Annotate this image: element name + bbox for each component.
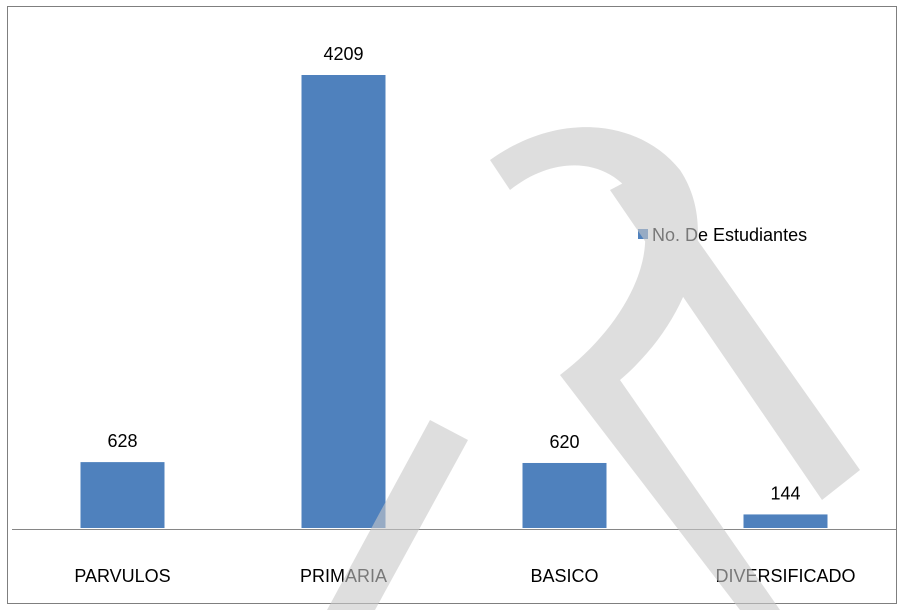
data-label-diversificado: 144 xyxy=(770,483,800,503)
watermark-graphic xyxy=(327,127,860,610)
bar-diversificado xyxy=(743,513,829,529)
data-label-basico: 620 xyxy=(549,432,579,452)
bar-primaria xyxy=(301,74,387,529)
x-tick-label-parvulos: PARVULOS xyxy=(74,566,170,586)
data-label-primaria: 4209 xyxy=(323,44,363,64)
bar-parvulos xyxy=(80,461,166,529)
x-tick-label-basico: BASICO xyxy=(530,566,598,586)
data-label-parvulos: 628 xyxy=(107,431,137,451)
bar-basico xyxy=(522,462,608,529)
